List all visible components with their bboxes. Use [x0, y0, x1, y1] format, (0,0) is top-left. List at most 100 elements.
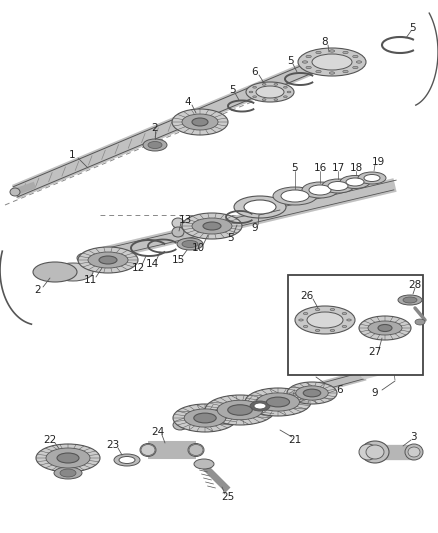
Text: 21: 21 — [288, 435, 302, 445]
Text: 23: 23 — [106, 440, 120, 450]
Ellipse shape — [364, 174, 380, 182]
Ellipse shape — [283, 86, 287, 88]
Ellipse shape — [303, 312, 308, 314]
Ellipse shape — [189, 445, 203, 456]
Ellipse shape — [302, 61, 307, 63]
Ellipse shape — [250, 401, 270, 411]
Text: 24: 24 — [152, 427, 165, 437]
Bar — [288, 275, 423, 375]
Ellipse shape — [245, 388, 311, 416]
Ellipse shape — [415, 319, 425, 325]
Ellipse shape — [298, 48, 366, 76]
Ellipse shape — [254, 403, 266, 409]
Ellipse shape — [316, 70, 321, 72]
Ellipse shape — [343, 70, 348, 72]
Ellipse shape — [346, 178, 364, 186]
Text: 28: 28 — [408, 280, 422, 290]
Ellipse shape — [143, 139, 167, 151]
Ellipse shape — [312, 54, 352, 70]
Text: 1: 1 — [69, 150, 75, 160]
Text: 17: 17 — [332, 163, 345, 173]
Ellipse shape — [46, 448, 90, 468]
Ellipse shape — [299, 319, 303, 321]
Ellipse shape — [328, 182, 348, 190]
Ellipse shape — [343, 51, 348, 54]
Ellipse shape — [172, 227, 184, 237]
Ellipse shape — [172, 109, 228, 135]
Ellipse shape — [192, 118, 208, 126]
Ellipse shape — [262, 99, 266, 100]
Ellipse shape — [246, 82, 294, 102]
Ellipse shape — [203, 222, 221, 230]
Text: 19: 19 — [371, 157, 385, 167]
Ellipse shape — [262, 84, 266, 85]
Ellipse shape — [295, 306, 355, 334]
Ellipse shape — [53, 263, 93, 281]
Ellipse shape — [184, 409, 226, 427]
Ellipse shape — [182, 240, 198, 247]
Ellipse shape — [228, 405, 252, 415]
Ellipse shape — [329, 50, 335, 52]
Ellipse shape — [309, 185, 331, 195]
Text: 11: 11 — [83, 275, 97, 285]
Ellipse shape — [342, 312, 347, 314]
Text: 2: 2 — [152, 123, 158, 133]
Ellipse shape — [378, 325, 392, 332]
Ellipse shape — [256, 86, 284, 98]
Ellipse shape — [302, 182, 338, 198]
Text: 3: 3 — [410, 432, 416, 442]
Ellipse shape — [357, 61, 362, 63]
Ellipse shape — [296, 386, 328, 400]
Ellipse shape — [347, 319, 351, 321]
Text: 22: 22 — [43, 435, 57, 445]
Ellipse shape — [54, 467, 82, 479]
Ellipse shape — [192, 218, 232, 234]
Ellipse shape — [303, 326, 308, 327]
Ellipse shape — [353, 55, 358, 58]
Ellipse shape — [315, 309, 320, 311]
Text: 25: 25 — [221, 492, 235, 502]
Ellipse shape — [274, 99, 278, 100]
Ellipse shape — [244, 200, 276, 214]
Text: 6: 6 — [252, 67, 258, 77]
Ellipse shape — [366, 445, 384, 459]
Ellipse shape — [205, 395, 275, 425]
Text: 10: 10 — [191, 243, 205, 253]
Ellipse shape — [273, 187, 317, 205]
Ellipse shape — [368, 321, 402, 335]
Ellipse shape — [329, 72, 335, 74]
Ellipse shape — [188, 443, 204, 456]
Text: 5: 5 — [410, 23, 416, 33]
Ellipse shape — [173, 420, 187, 430]
Text: 9: 9 — [372, 388, 378, 398]
Ellipse shape — [342, 326, 347, 327]
Ellipse shape — [398, 295, 422, 305]
Text: 5: 5 — [229, 85, 235, 95]
Ellipse shape — [306, 55, 311, 58]
Ellipse shape — [194, 459, 214, 469]
Text: 5: 5 — [292, 163, 298, 173]
Ellipse shape — [330, 309, 335, 311]
Text: 18: 18 — [350, 163, 363, 173]
Ellipse shape — [316, 51, 321, 54]
Ellipse shape — [306, 66, 311, 69]
Ellipse shape — [140, 443, 156, 456]
Ellipse shape — [287, 91, 291, 93]
Ellipse shape — [322, 179, 354, 193]
Ellipse shape — [274, 84, 278, 85]
Text: 2: 2 — [35, 285, 41, 295]
Ellipse shape — [141, 445, 155, 456]
Text: 14: 14 — [145, 259, 159, 269]
Text: 26: 26 — [300, 291, 314, 301]
Ellipse shape — [359, 444, 377, 460]
Text: 15: 15 — [171, 255, 185, 265]
Text: 5: 5 — [227, 233, 233, 243]
Ellipse shape — [234, 196, 286, 218]
Ellipse shape — [283, 96, 287, 98]
Ellipse shape — [253, 96, 257, 98]
Ellipse shape — [315, 329, 320, 332]
Ellipse shape — [114, 454, 140, 466]
Ellipse shape — [99, 256, 117, 264]
Ellipse shape — [182, 213, 242, 239]
Ellipse shape — [173, 404, 237, 432]
